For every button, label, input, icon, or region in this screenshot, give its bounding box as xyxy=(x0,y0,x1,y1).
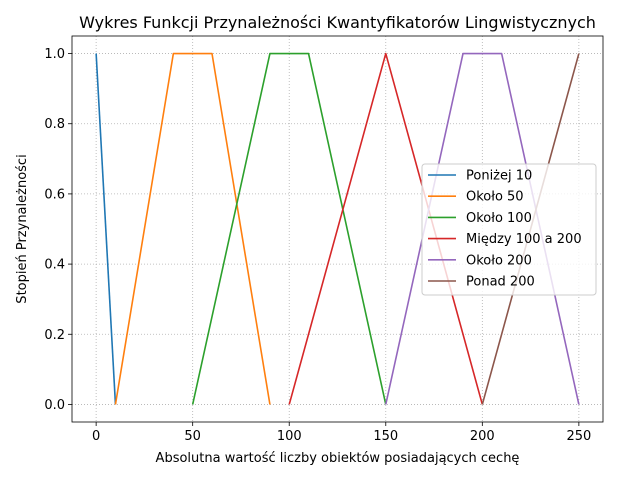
x-tick-label: 250 xyxy=(566,429,591,444)
legend: Poniżej 10 Około 50 Około 100 Między 100 a … xyxy=(421,163,597,296)
chart-title: Wykres Funkcji Przynależności Kwantyfika… xyxy=(79,13,596,32)
y-axis: 0.0 0.2 0.4 0.6 0.8 1.0 xyxy=(44,47,72,413)
x-tick-label: 0 xyxy=(92,429,100,444)
legend-box xyxy=(421,163,597,296)
x-axis-label: Absolutna wartość liczby obiektów posiad… xyxy=(156,451,520,466)
y-tick-label: 0.4 xyxy=(44,258,65,273)
legend-label: Poniżej 10 xyxy=(466,169,532,184)
y-tick-label: 0.0 xyxy=(44,398,65,413)
x-tick-label: 150 xyxy=(373,429,398,444)
plot-frame xyxy=(71,35,604,423)
x-tick-label: 100 xyxy=(277,429,302,444)
x-tick-label: 200 xyxy=(470,429,495,444)
x-tick-label: 50 xyxy=(184,429,201,444)
y-axis-label: Stopień Przynależności xyxy=(15,154,30,303)
y-tick-label: 0.8 xyxy=(44,117,65,132)
legend-label: Około 100 xyxy=(466,211,532,226)
series-line-2 xyxy=(191,52,387,405)
legend-label: Około 200 xyxy=(466,253,532,268)
legend-label: Ponad 200 xyxy=(466,275,535,290)
series-line-0 xyxy=(95,53,117,405)
series-line-1 xyxy=(114,52,271,405)
y-tick-label: 0.6 xyxy=(44,187,65,202)
legend-label: Około 50 xyxy=(466,190,524,205)
legend-label: Między 100 a 200 xyxy=(466,232,582,247)
y-tick-label: 1.0 xyxy=(44,47,65,62)
y-tick-label: 0.2 xyxy=(44,328,65,343)
x-axis: 0 50 100 150 200 250 xyxy=(92,422,591,444)
